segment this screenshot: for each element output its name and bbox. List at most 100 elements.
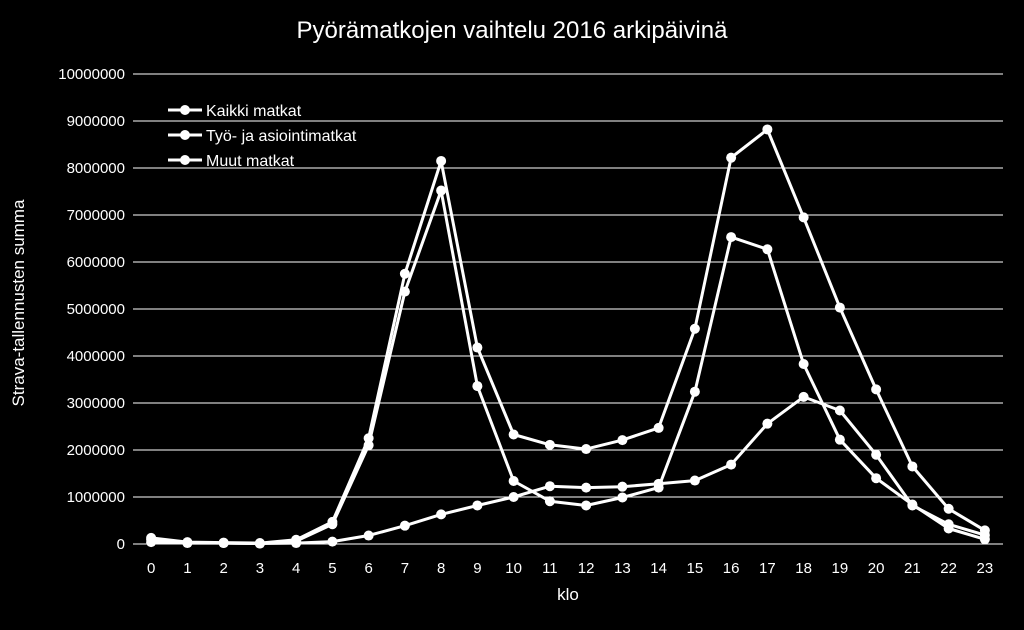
x-tick-label: 7 (401, 560, 409, 577)
data-point (436, 155, 447, 166)
y-tick-label: 8000000 (67, 160, 125, 177)
legend: Kaikki matkat Työ- ja asiointimatkat Muut … (168, 103, 357, 170)
x-tick-label: 15 (687, 560, 704, 577)
data-point (399, 520, 410, 531)
x-tick-label: 12 (578, 560, 595, 577)
x-tick-label: 9 (473, 560, 481, 577)
data-point (544, 496, 555, 507)
data-point (327, 536, 338, 547)
legend-marker (180, 130, 190, 140)
data-point (653, 478, 664, 489)
data-point (436, 509, 447, 520)
legend-marker (180, 105, 190, 115)
y-tick-label: 1000000 (67, 489, 125, 506)
y-tick-label: 9000000 (67, 113, 125, 130)
x-axis-ticks: 0 1 2 3 4 5 6 7 8 9 10 11 12 13 14 15 16 17 18 19 20 21 22 23 (147, 560, 993, 577)
data-point (762, 244, 773, 255)
x-tick-label: 21 (904, 560, 921, 577)
data-point (436, 185, 447, 196)
x-tick-label: 13 (614, 560, 631, 577)
data-point (907, 500, 918, 511)
data-point (798, 391, 809, 402)
series-line (150, 189, 986, 545)
data-point (943, 503, 954, 514)
data-point (871, 449, 882, 460)
legend-item: Työ- ja asiointimatkat (168, 128, 357, 145)
data-point (617, 481, 628, 492)
data-point (508, 476, 519, 487)
data-point (218, 538, 229, 549)
data-point (508, 429, 519, 440)
y-tick-label: 7000000 (67, 207, 125, 224)
y-tick-label: 5000000 (67, 301, 125, 318)
data-point (327, 519, 338, 530)
x-tick-label: 19 (832, 560, 849, 577)
series-line (150, 128, 986, 545)
data-point (544, 481, 555, 492)
data-point (182, 538, 193, 549)
data-point (146, 537, 157, 548)
series-group (146, 124, 990, 549)
y-axis-label: Strava-tallennusten summa (9, 199, 28, 406)
data-point (291, 538, 302, 549)
y-tick-label: 2000000 (67, 442, 125, 459)
data-point (871, 473, 882, 484)
y-tick-label: 6000000 (67, 254, 125, 271)
data-point (689, 475, 700, 486)
data-point (508, 492, 519, 502)
x-tick-label: 0 (147, 560, 155, 577)
data-point (363, 530, 374, 541)
data-point (943, 519, 954, 530)
data-point (726, 232, 737, 243)
data-point (907, 461, 918, 472)
x-tick-label: 18 (795, 560, 812, 577)
data-point (399, 268, 410, 279)
series-2 (146, 185, 990, 549)
data-point (363, 440, 374, 451)
data-point (617, 492, 628, 503)
x-tick-label: 16 (723, 560, 740, 577)
y-axis-ticks: 0 1000000 2000000 3000000 4000000 5000000 6000… (58, 66, 125, 553)
data-point (798, 212, 809, 223)
data-point (762, 418, 773, 429)
y-tick-label: 4000000 (67, 348, 125, 365)
x-tick-label: 2 (219, 560, 227, 577)
data-point (834, 434, 845, 445)
x-tick-label: 11 (542, 560, 558, 577)
data-point (472, 381, 483, 392)
data-point (581, 482, 592, 493)
data-point (834, 302, 845, 313)
x-tick-label: 3 (256, 560, 264, 577)
legend-item: Muut matkat (168, 153, 295, 170)
legend-item: Kaikki matkat (168, 103, 302, 120)
data-point (726, 152, 737, 163)
data-point (689, 386, 700, 397)
gridlines (133, 73, 1003, 545)
series-3 (146, 391, 990, 549)
data-point (653, 422, 664, 433)
data-point (834, 405, 845, 416)
data-point (617, 435, 628, 446)
x-axis-label: klo (557, 585, 579, 604)
data-point (581, 500, 592, 511)
data-point (798, 358, 809, 369)
legend-marker (180, 155, 190, 165)
x-tick-label: 20 (868, 560, 885, 577)
x-tick-label: 10 (505, 560, 522, 577)
legend-label: Kaikki matkat (206, 103, 302, 120)
data-point (762, 124, 773, 135)
x-tick-label: 23 (977, 560, 994, 577)
chart-title: Pyörämatkojen vaihtelu 2016 arkipäivinä (297, 17, 729, 44)
legend-label: Työ- ja asiointimatkat (206, 128, 357, 145)
data-point (979, 530, 990, 541)
x-tick-label: 8 (437, 560, 445, 577)
x-tick-label: 1 (183, 560, 191, 577)
x-tick-label: 4 (292, 560, 300, 577)
y-tick-label: 10000000 (58, 66, 125, 83)
x-tick-label: 6 (364, 560, 372, 577)
data-point (544, 439, 555, 450)
data-point (254, 538, 265, 549)
y-tick-label: 3000000 (67, 395, 125, 412)
y-tick-label: 0 (117, 536, 125, 553)
